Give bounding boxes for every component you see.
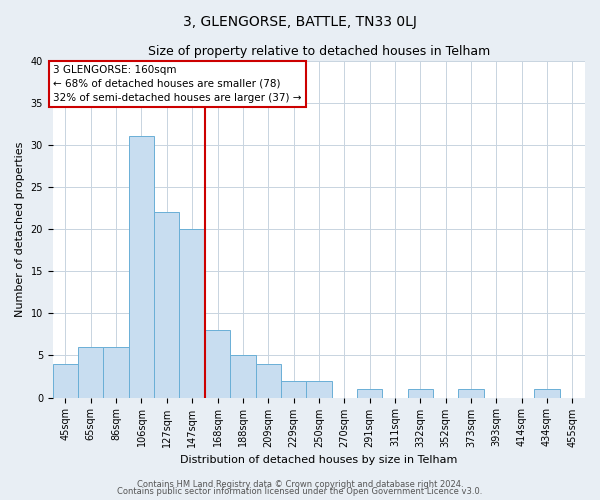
Bar bbox=[306, 380, 332, 398]
Bar bbox=[281, 380, 306, 398]
Bar bbox=[230, 356, 256, 398]
Title: Size of property relative to detached houses in Telham: Size of property relative to detached ho… bbox=[148, 45, 490, 58]
X-axis label: Distribution of detached houses by size in Telham: Distribution of detached houses by size … bbox=[180, 455, 458, 465]
Text: Contains public sector information licensed under the Open Government Licence v3: Contains public sector information licen… bbox=[118, 487, 482, 496]
Y-axis label: Number of detached properties: Number of detached properties bbox=[15, 142, 25, 317]
Text: 3 GLENGORSE: 160sqm
← 68% of detached houses are smaller (78)
32% of semi-detach: 3 GLENGORSE: 160sqm ← 68% of detached ho… bbox=[53, 65, 302, 103]
Bar bbox=[205, 330, 230, 398]
Bar bbox=[535, 389, 560, 398]
Bar bbox=[78, 347, 103, 398]
Bar bbox=[357, 389, 382, 398]
Bar bbox=[407, 389, 433, 398]
Text: Contains HM Land Registry data © Crown copyright and database right 2024.: Contains HM Land Registry data © Crown c… bbox=[137, 480, 463, 489]
Bar bbox=[458, 389, 484, 398]
Bar bbox=[103, 347, 129, 398]
Bar bbox=[154, 212, 179, 398]
Bar bbox=[179, 229, 205, 398]
Bar bbox=[129, 136, 154, 398]
Bar bbox=[256, 364, 281, 398]
Text: 3, GLENGORSE, BATTLE, TN33 0LJ: 3, GLENGORSE, BATTLE, TN33 0LJ bbox=[183, 15, 417, 29]
Bar bbox=[53, 364, 78, 398]
